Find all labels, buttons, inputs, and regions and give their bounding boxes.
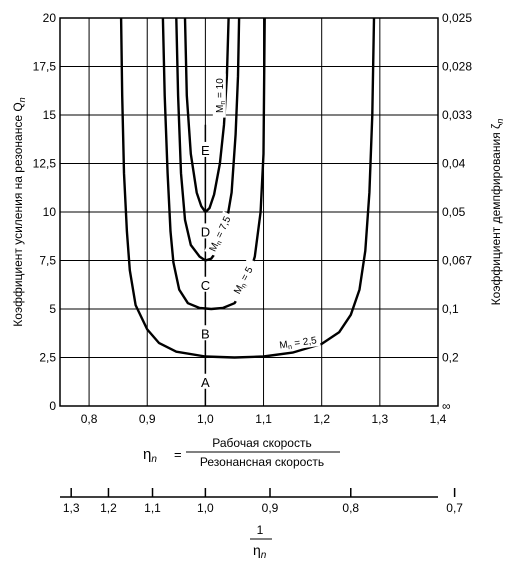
y2-tick-label-7: 0,028 [442, 60, 472, 74]
series-label-2: Mn = 5 [226, 257, 260, 303]
x2-axis-title: 1 ηn [250, 523, 272, 561]
y2-tick-label-3: 0,067 [442, 254, 472, 268]
curve-mn-1 [119, 17, 376, 359]
x-axis-symbol: ηn [143, 446, 157, 465]
series-label-bg-4 [212, 73, 226, 118]
y-tick-label-4: 10 [43, 205, 57, 219]
curves [119, 17, 376, 359]
zone-label-a: A [201, 375, 210, 390]
curve-mn-2 [161, 17, 266, 311]
y-tick-label-2: 5 [49, 302, 56, 316]
series-labels: Mn = 2,5 Mn = 5 Mn = 7,5 Mn = 10 [204, 73, 321, 352]
y2-tick-label-8: 0,025 [442, 11, 472, 25]
x2-tick-label-3: 1,0 [197, 501, 214, 515]
x-tick-label-1: 0,9 [139, 412, 156, 426]
plot-frame [59, 17, 439, 407]
x-tick-label-5: 1,3 [372, 412, 389, 426]
series-label-text-4: Mn = 10 [215, 78, 227, 113]
zone-label-c: C [201, 278, 210, 293]
y2-tick-label-2: 0,1 [442, 302, 459, 316]
x-axis-title: ηn = Рабочая скорость Резонансная скорос… [143, 436, 340, 469]
y2-tick-labels: ∞ 0,2 0,1 0,067 0,05 0,04 0,033 0,028 0,025 [442, 11, 472, 413]
series-label-1: Mn = 2,5 [275, 332, 321, 352]
x2-tick-label-1: 1,2 [100, 501, 117, 515]
x2-ticks: 1,3 1,2 1,1 1,0 0,9 0,8 0,7 [63, 488, 463, 515]
y2-tick-label-6: 0,033 [442, 108, 472, 122]
y-tick-label-0: 0 [49, 399, 56, 413]
y-tick-label-3: 7,5 [39, 254, 56, 268]
x-tick-label-2: 1,0 [197, 412, 214, 426]
y-tick-label-7: 17,5 [33, 60, 57, 74]
zone-label-bg-2 [199, 276, 212, 292]
zone-label-b: B [201, 326, 210, 341]
y2-tick-label-1: 0,2 [442, 351, 459, 365]
x2-axis-denominator: ηn [253, 542, 267, 561]
x-tick-labels: 0,8 0,9 1,0 1,1 1,2 1,3 1,4 [81, 412, 447, 426]
x-tick-label-3: 1,1 [255, 412, 272, 426]
zone-label-bg-1 [199, 325, 212, 341]
zone-labels: A B C D E [199, 141, 212, 390]
x2-tick-label-6: 0,7 [446, 501, 463, 515]
y-tick-label-5: 12,5 [33, 157, 57, 171]
y-tick-label-1: 2,5 [39, 351, 56, 365]
zone-label-bg-4 [199, 141, 212, 157]
curve-mn-3 [175, 17, 241, 262]
x2-tick-label-0: 1,3 [63, 501, 80, 515]
x2-tick-label-4: 0,9 [262, 501, 279, 515]
x2-axis-numerator: 1 [257, 523, 264, 537]
series-label-bg-3 [204, 211, 235, 257]
zone-label-bg-3 [199, 223, 212, 239]
x-tick-label-4: 1,2 [313, 412, 330, 426]
grid [60, 18, 438, 406]
y2-tick-label-0: ∞ [442, 399, 451, 413]
series-label-bg-2 [226, 257, 260, 303]
zone-label-d: D [201, 224, 210, 239]
x-axis-denominator: Резонансная скорость [200, 455, 324, 469]
y-tick-label-6: 15 [43, 108, 57, 122]
y2-tick-label-5: 0,04 [442, 157, 466, 171]
series-label-bg-1 [275, 332, 321, 352]
y2-tick-label-4: 0,05 [442, 205, 466, 219]
y-axis-title: Коэффициент усиления на резонансе Qn [11, 97, 27, 326]
y-tick-labels: 0 2,5 5 7,5 10 12,5 15 17,5 20 [33, 11, 57, 413]
series-label-4: Mn = 10 [212, 73, 227, 118]
series-label-3: Mn = 7,5 [204, 211, 235, 257]
x-tick-label-0: 0,8 [81, 412, 98, 426]
zone-label-bg-0 [199, 373, 212, 389]
x2-tick-label-2: 1,1 [144, 501, 161, 515]
x-axis-equals: = [174, 447, 182, 462]
x2-tick-label-5: 0,8 [342, 501, 359, 515]
x-axis-numerator: Рабочая скорость [212, 436, 311, 450]
y2-axis-title: Коэффициент демпфирования ζn [489, 119, 505, 306]
series-label-text-1: Mn = 2,5 [279, 335, 318, 352]
x-tick-label-6: 1,4 [430, 412, 447, 426]
zone-label-e: E [201, 143, 210, 158]
y-tick-label-8: 20 [43, 11, 57, 25]
series-label-text-3: Mn = 7,5 [208, 214, 235, 253]
